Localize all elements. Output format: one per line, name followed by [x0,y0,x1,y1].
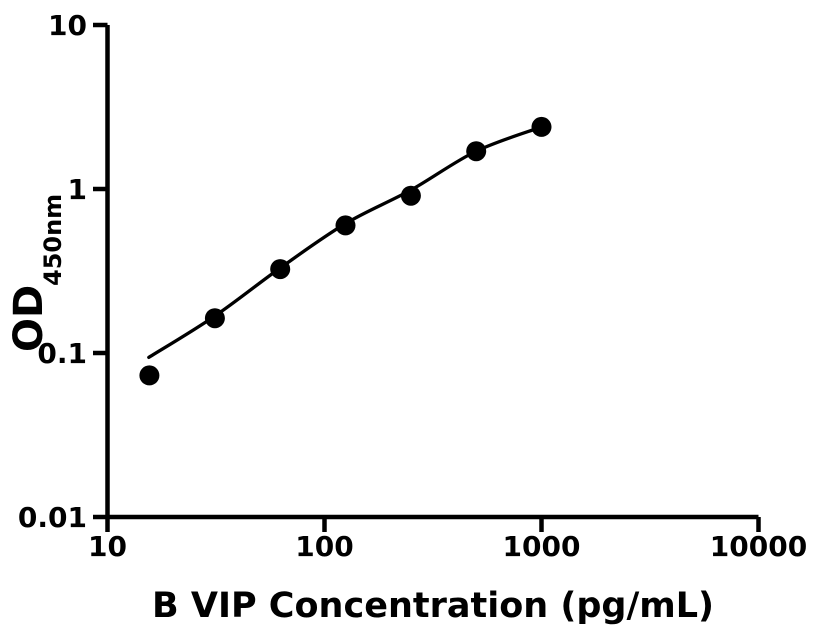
y-axis-ticks [93,22,108,520]
data-point [531,116,552,137]
y-axis-tick-label: 0.1 [37,337,87,370]
data-point [466,141,487,162]
x-axis-title: B VIP Concentration (pg/mL) [152,586,714,626]
x-axis-tick-label: 100 [295,530,353,563]
y-axis-title-subscript: 450nm [39,194,67,286]
y-axis-tick-label: 10 [48,9,87,42]
y-axis-tick-labels: 0.01 0.1 1 10 [18,9,87,534]
data-point [139,365,160,386]
data-point [335,215,356,236]
x-axis-tick-labels: 10 100 1000 10000 [88,530,807,563]
x-axis-tick-label: 10 [88,530,127,563]
data-point [204,308,225,329]
data-point-markers [139,116,552,386]
x-axis-ticks [105,517,761,532]
axis-spines [105,25,759,520]
y-axis-tick-label: 1 [68,173,87,206]
data-point [400,185,421,206]
x-axis-tick-label: 1000 [503,530,581,563]
y-axis-title-main: OD [6,285,52,352]
data-point [270,259,291,280]
y-axis-title: OD 450nm [6,194,67,352]
y-axis-tick-label: 0.01 [18,501,87,534]
x-axis-tick-label: 10000 [710,530,807,563]
